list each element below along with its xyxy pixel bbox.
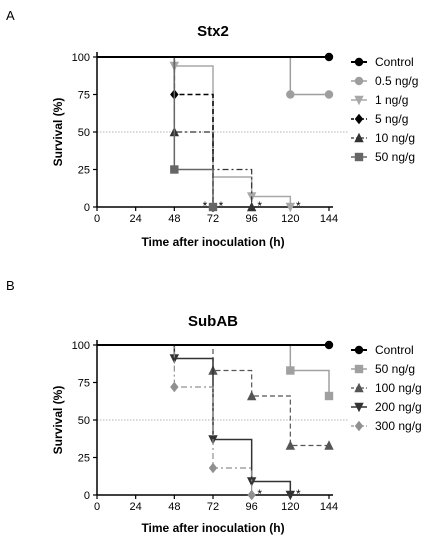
y-tick-label: 0 bbox=[84, 202, 90, 214]
x-tick-label: 24 bbox=[130, 213, 142, 225]
legend-swatch-marker bbox=[354, 382, 364, 393]
series-marker-4 bbox=[246, 201, 257, 212]
legend-entry: 0.5 ng/g bbox=[375, 74, 418, 88]
series-marker-1 bbox=[324, 391, 334, 401]
series-marker-5 bbox=[170, 165, 179, 174]
legend-entry: 100 ng/g bbox=[375, 381, 422, 395]
significance-star: * bbox=[203, 199, 208, 213]
legend-swatch-marker bbox=[354, 364, 364, 374]
significance-star: * bbox=[296, 199, 301, 213]
series-marker-3 bbox=[246, 477, 257, 487]
legend-swatch-marker bbox=[354, 402, 364, 413]
x-tick-label: 72 bbox=[207, 213, 219, 225]
series-line-4 bbox=[97, 56, 253, 207]
x-tick-label: 72 bbox=[207, 501, 219, 513]
y-tick-label: 25 bbox=[78, 165, 90, 177]
legend-swatch-marker bbox=[354, 57, 364, 67]
y-tick-label: 25 bbox=[78, 453, 90, 465]
legend-entry: 10 ng/g bbox=[375, 131, 415, 145]
legend-swatch-marker bbox=[354, 345, 364, 355]
y-axis-label: Survival (%) bbox=[51, 98, 65, 167]
x-tick-label: 48 bbox=[168, 213, 180, 225]
panel-letter: A bbox=[6, 8, 15, 23]
series-marker-1 bbox=[286, 90, 295, 99]
legend-entry: Control bbox=[375, 343, 414, 357]
series-marker-4 bbox=[208, 462, 218, 474]
x-tick-label: 144 bbox=[320, 213, 338, 225]
series-marker-4 bbox=[170, 381, 179, 393]
series-marker-2 bbox=[285, 440, 296, 450]
legend-swatch-marker bbox=[354, 95, 364, 106]
legend-entry: 200 ng/g bbox=[375, 400, 422, 414]
y-tick-label: 100 bbox=[72, 52, 90, 64]
chart-panel-b: B SubAB 0 24 48 72 96 120 144 0 25 50 75 100 Time afte… bbox=[6, 278, 422, 535]
x-tick-label: 144 bbox=[320, 501, 338, 513]
legend-swatch-marker bbox=[354, 113, 364, 125]
chart-panel-a: A Stx2 0 24 48 72 96 120 144 0 25 50 75 100 Time after… bbox=[6, 8, 418, 249]
x-tick-label: 48 bbox=[168, 501, 180, 513]
significance-star: * bbox=[296, 487, 301, 501]
series-marker-5 bbox=[208, 202, 218, 212]
legend-swatch-marker bbox=[354, 152, 364, 162]
series-marker-3 bbox=[169, 354, 180, 364]
series-marker-0 bbox=[324, 52, 334, 62]
series-marker-3 bbox=[285, 490, 296, 501]
y-tick-label: 50 bbox=[78, 127, 90, 139]
legend-entry: 50 ng/g bbox=[375, 150, 415, 164]
series-marker-1 bbox=[286, 366, 295, 375]
series-line-4 bbox=[97, 344, 253, 495]
y-tick-label: 50 bbox=[78, 415, 90, 427]
series-marker-2 bbox=[324, 440, 334, 450]
legend-entry: 50 ng/g bbox=[375, 362, 415, 376]
y-tick-label: 0 bbox=[84, 490, 90, 502]
series-marker-2 bbox=[285, 202, 296, 213]
legend-entry: 5 ng/g bbox=[375, 112, 408, 126]
series-marker-0 bbox=[324, 340, 334, 350]
series-marker-2 bbox=[246, 390, 257, 401]
legend-entry: Control bbox=[375, 55, 414, 69]
x-tick-label: 96 bbox=[246, 213, 258, 225]
significance-star: * bbox=[219, 199, 224, 213]
series-marker-4 bbox=[247, 489, 256, 501]
legend-entry: 300 ng/g bbox=[375, 419, 422, 433]
significance-star: * bbox=[257, 487, 262, 501]
x-tick-label: 0 bbox=[94, 213, 100, 225]
x-axis-label: Time after inoculation (h) bbox=[141, 521, 284, 535]
x-tick-label: 120 bbox=[281, 213, 299, 225]
legend-entry: 1 ng/g bbox=[375, 93, 408, 107]
x-tick-label: 96 bbox=[246, 501, 258, 513]
significance-star: * bbox=[257, 199, 262, 213]
x-tick-label: 120 bbox=[281, 501, 299, 513]
legend-swatch-marker bbox=[354, 76, 364, 86]
x-tick-label: 24 bbox=[130, 501, 142, 513]
panel-letter: B bbox=[6, 278, 15, 293]
series-line-2 bbox=[97, 344, 329, 447]
chart-title: SubAB bbox=[188, 313, 238, 330]
legend-swatch-marker bbox=[354, 420, 364, 432]
legend-swatch-marker bbox=[354, 132, 364, 143]
x-axis-label: Time after inoculation (h) bbox=[141, 235, 284, 249]
x-tick-label: 0 bbox=[94, 501, 100, 513]
series-marker-1 bbox=[324, 90, 334, 99]
chart-title: Stx2 bbox=[197, 23, 229, 40]
y-axis-label: Survival (%) bbox=[51, 386, 65, 455]
y-tick-label: 75 bbox=[78, 90, 90, 102]
y-tick-label: 100 bbox=[72, 340, 90, 352]
y-tick-label: 75 bbox=[78, 378, 90, 390]
